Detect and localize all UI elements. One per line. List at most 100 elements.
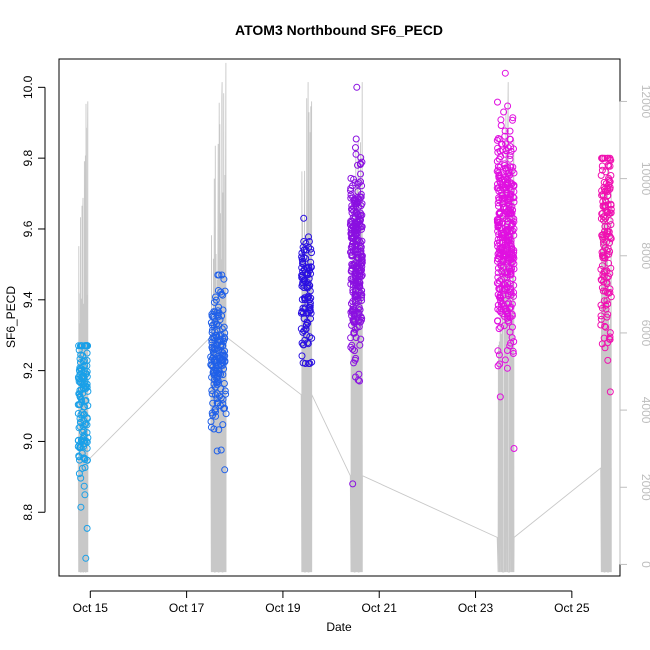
data-point xyxy=(600,278,607,286)
data-point xyxy=(598,248,606,256)
data-point xyxy=(507,205,514,213)
data-point xyxy=(605,178,613,186)
data-point xyxy=(213,326,221,333)
data-point xyxy=(600,216,607,224)
data-point xyxy=(604,192,612,200)
data-point xyxy=(304,308,312,316)
data-point xyxy=(494,199,502,207)
data-point xyxy=(606,388,614,396)
x-tick-label: Oct 21 xyxy=(362,601,398,615)
data-point xyxy=(497,308,505,316)
data-point xyxy=(494,362,502,370)
data-point xyxy=(81,342,89,350)
data-point xyxy=(504,102,512,110)
data-point xyxy=(355,316,363,324)
data-point xyxy=(496,294,504,301)
data-point xyxy=(213,447,221,455)
data-point xyxy=(510,215,518,223)
data-point xyxy=(357,257,365,265)
x-axis: Oct 15 Oct 17 Oct 19 Oct 21 Oct 23 Oct 25 xyxy=(73,590,590,615)
data-point xyxy=(498,200,506,208)
data-point xyxy=(502,147,510,155)
data-point xyxy=(348,251,356,259)
y2-tick-label: 12000 xyxy=(639,85,650,119)
altitude-trace-line xyxy=(77,62,612,573)
data-point xyxy=(77,503,85,511)
data-point xyxy=(597,171,605,179)
data-point xyxy=(213,333,221,341)
x-tick-label: Oct 25 xyxy=(554,601,590,615)
data-point xyxy=(352,299,360,307)
data-point xyxy=(356,215,364,223)
data-point xyxy=(504,245,511,253)
y-tick-label: 9.0 xyxy=(21,433,35,450)
data-point xyxy=(496,393,504,401)
data-point xyxy=(496,360,504,368)
data-point xyxy=(300,341,308,349)
chart-title: ATOM3 Northbound SF6_PECD xyxy=(235,22,443,38)
data-point xyxy=(83,414,91,422)
data-point xyxy=(352,373,359,381)
data-point xyxy=(503,364,511,372)
data-point xyxy=(299,275,307,283)
data-point xyxy=(303,331,310,339)
data-point xyxy=(77,351,85,359)
data-point xyxy=(606,154,614,162)
data-point xyxy=(494,184,502,192)
data-point xyxy=(507,187,515,195)
x-axis-label: Date xyxy=(326,620,352,634)
data-point xyxy=(508,245,516,253)
y2-tick-label: 0 xyxy=(639,561,650,568)
data-point xyxy=(307,263,315,271)
data-point xyxy=(597,265,605,273)
y-tick-label: 9.6 xyxy=(21,220,35,237)
data-point xyxy=(504,195,512,203)
data-point xyxy=(601,268,609,275)
data-point xyxy=(601,322,609,330)
data-point xyxy=(357,154,365,162)
data-point xyxy=(80,433,88,441)
data-point xyxy=(510,246,518,254)
data-point xyxy=(306,282,314,290)
data-point xyxy=(213,369,221,377)
data-point xyxy=(81,491,89,499)
data-point xyxy=(497,191,505,199)
data-point xyxy=(81,378,89,386)
data-point xyxy=(220,275,228,283)
data-point xyxy=(500,302,508,310)
data-point xyxy=(217,446,225,454)
data-point xyxy=(75,470,83,478)
data-point xyxy=(220,380,228,387)
data-point xyxy=(505,299,513,307)
data-point xyxy=(597,312,605,320)
data-point xyxy=(347,343,355,351)
data-point xyxy=(308,358,316,366)
data-point xyxy=(81,456,89,463)
data-point xyxy=(219,421,227,429)
data-point xyxy=(218,271,226,279)
data-point xyxy=(606,162,614,170)
data-point xyxy=(302,321,310,329)
data-point xyxy=(349,345,357,353)
data-point xyxy=(508,300,516,308)
data-point xyxy=(508,323,516,331)
data-point xyxy=(606,232,614,240)
data-point xyxy=(606,333,614,341)
data-point xyxy=(358,272,365,280)
data-point xyxy=(506,152,514,159)
data-point xyxy=(298,249,306,257)
data-point xyxy=(301,360,309,367)
data-point xyxy=(502,186,510,194)
y-tick-label: 9.8 xyxy=(21,149,35,166)
data-point xyxy=(308,334,316,342)
data-point xyxy=(506,135,514,143)
data-point xyxy=(307,315,314,323)
right-axis-altitude: 0 2000 4000 6000 8000 10000 12000 xyxy=(619,85,650,568)
data-point xyxy=(81,464,89,471)
data-point xyxy=(510,292,517,300)
data-point xyxy=(493,218,501,226)
data-point xyxy=(503,241,511,249)
data-point xyxy=(351,325,359,333)
data-point xyxy=(509,347,517,355)
